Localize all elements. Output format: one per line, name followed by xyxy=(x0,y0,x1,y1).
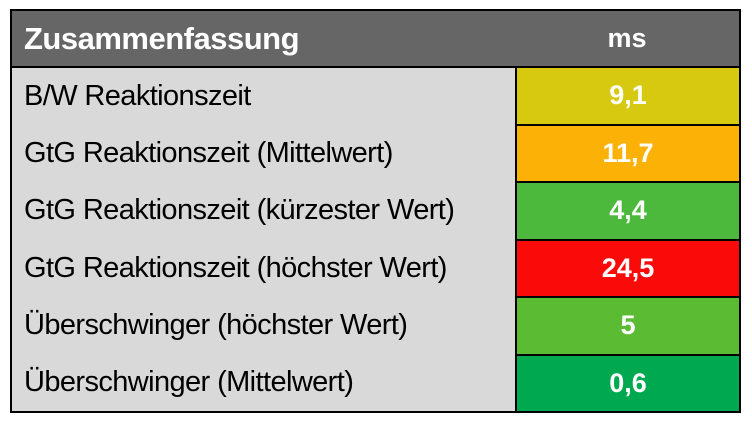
summary-table: Zusammenfassung ms B/W Reaktionszeit GtG… xyxy=(10,9,741,413)
row-label-gtg-mittelwert: GtG Reaktionszeit (Mittelwert) xyxy=(24,137,393,170)
value-cell-ueberschwinger-hoechster-wert: 5 xyxy=(517,298,739,356)
value-column: 9,1 11,7 4,4 24,5 5 0,6 xyxy=(515,68,739,411)
row-label-ueberschwinger-mittelwert: Überschwinger (Mittelwert) xyxy=(24,365,354,398)
table-body: B/W Reaktionszeit GtG Reaktionszeit (Mit… xyxy=(12,68,739,411)
table-header-row: Zusammenfassung ms xyxy=(12,11,739,68)
label-column: B/W Reaktionszeit GtG Reaktionszeit (Mit… xyxy=(12,68,515,411)
row-label-ueberschwinger-hoechster-wert: Überschwinger (höchster Wert) xyxy=(24,308,408,341)
value-cell-bw-reaktionszeit: 9,1 xyxy=(517,68,739,126)
row-label-bw-reaktionszeit: B/W Reaktionszeit xyxy=(24,80,251,113)
table-title: Zusammenfassung xyxy=(24,20,300,56)
value-cell-gtg-hoechster-wert: 24,5 xyxy=(517,240,739,298)
value-cell-gtg-kuerzester-wert: 4,4 xyxy=(517,183,739,241)
row-label-gtg-hoechster-wert: GtG Reaktionszeit (höchster Wert) xyxy=(24,251,447,284)
value-cell-ueberschwinger-mittelwert: 0,6 xyxy=(517,355,739,411)
row-label-gtg-kuerzester-wert: GtG Reaktionszeit (kürzester Wert) xyxy=(24,194,455,227)
value-cell-gtg-mittelwert: 11,7 xyxy=(517,125,739,183)
unit-column-header: ms xyxy=(607,23,647,53)
